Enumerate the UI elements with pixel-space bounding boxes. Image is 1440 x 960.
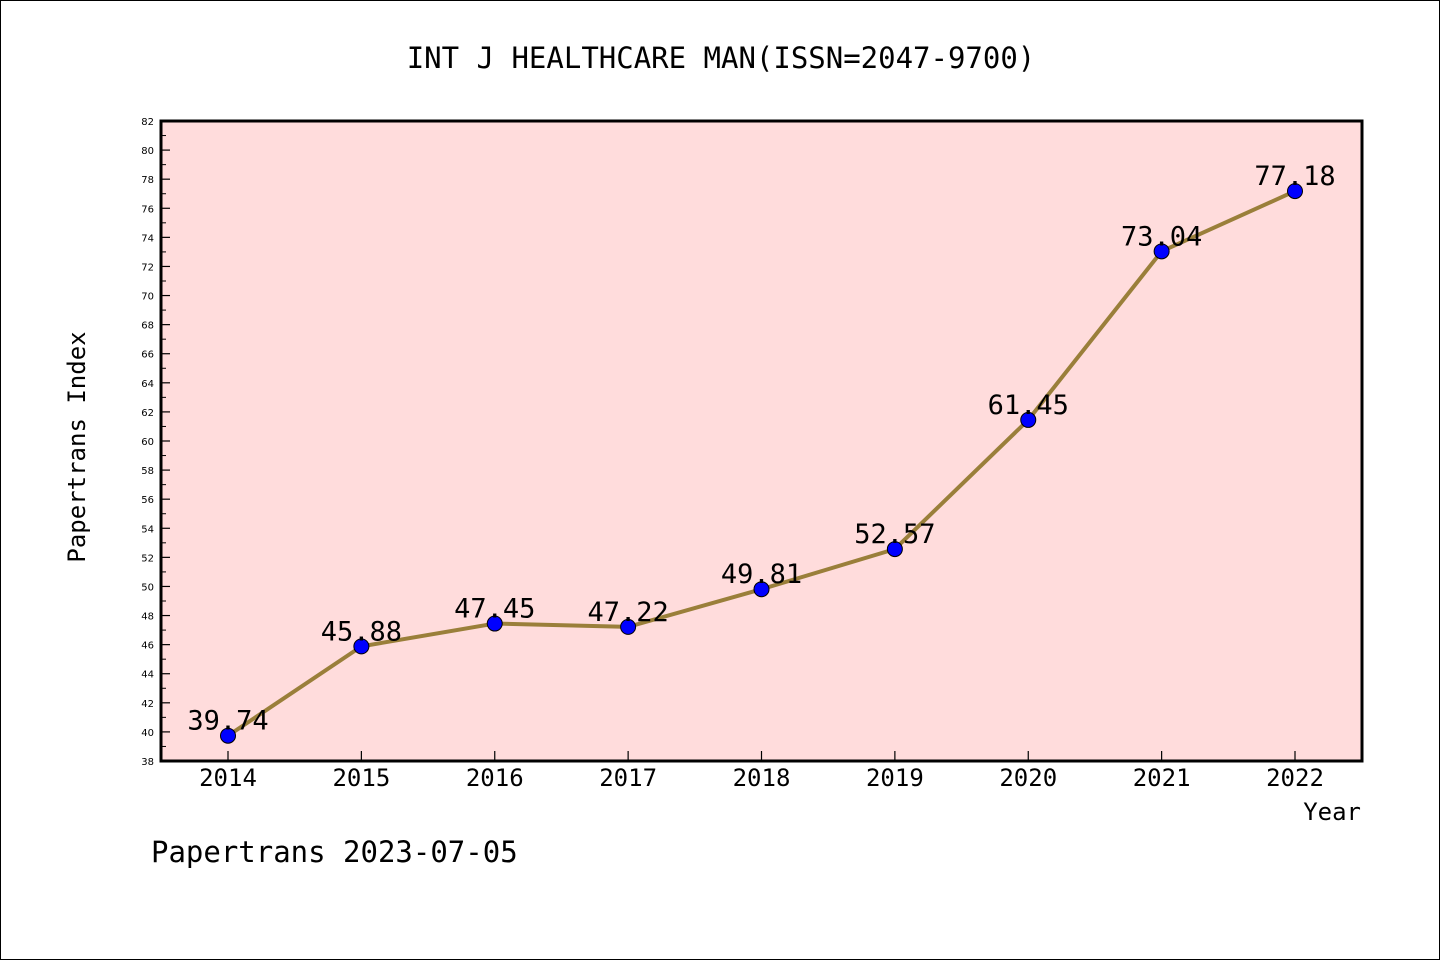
y-tick-label: 62 (141, 408, 154, 419)
y-tick-label: 66 (141, 350, 154, 361)
y-tick-label: 50 (141, 582, 154, 593)
x-tick-label: 2014 (199, 764, 257, 792)
y-tick-label: 78 (141, 175, 154, 186)
y-tick-label: 38 (141, 757, 154, 768)
data-point-marker (220, 727, 236, 744)
data-point-marker (353, 638, 370, 655)
data-label: 77.18 (1254, 161, 1335, 192)
data-label: 47.45 (454, 594, 535, 625)
y-tick-label: 68 (141, 321, 154, 332)
y-tick-label: 54 (141, 524, 154, 535)
x-tick-label: 2017 (599, 764, 657, 792)
y-tick-label: 48 (141, 612, 154, 623)
y-tick-label: 64 (141, 379, 154, 390)
y-tick-label: 58 (141, 466, 154, 477)
x-tick-label: 2019 (866, 764, 924, 792)
y-tick-label: 42 (141, 699, 154, 710)
y-tick-label: 80 (141, 146, 154, 157)
chart-title: INT J HEALTHCARE MAN(ISSN=2047-9700) (407, 41, 1036, 75)
y-tick-label: 72 (141, 262, 154, 273)
data-label: 49.81 (721, 559, 802, 590)
x-axis-label: Year (1303, 798, 1361, 826)
y-tick-label: 52 (141, 553, 154, 564)
data-label: 61.45 (988, 390, 1069, 421)
x-tick-label: 2022 (1266, 764, 1324, 792)
data-point-marker (753, 581, 770, 598)
data-label: 47.22 (587, 597, 668, 628)
x-tick-label: 2015 (332, 764, 390, 792)
x-tick-label: 2021 (1133, 764, 1191, 792)
y-tick-label: 46 (141, 641, 154, 652)
x-axis: 2014 2015 2016 2017 2018 2019 2020 2021 2022 (199, 751, 1324, 792)
y-axis: 38 40 42 44 46 48 50 52 54 56 58 60 62 64 66 68 70 72 74 76… (141, 117, 170, 768)
plot-area (159, 119, 1364, 763)
x-tick-label: 2018 (733, 764, 791, 792)
data-point-marker (620, 618, 637, 635)
y-tick-label: 82 (141, 117, 154, 128)
y-tick-label: 40 (141, 728, 154, 739)
data-point-marker (886, 541, 903, 558)
y-tick-label: 76 (141, 204, 154, 215)
y-axis-label: Papertrans Index (63, 331, 91, 562)
data-label: 73.04 (1121, 221, 1202, 252)
y-tick-label: 56 (141, 495, 154, 506)
data-label: 52.57 (854, 519, 935, 550)
markers-group (220, 183, 1303, 744)
data-point-marker (1020, 411, 1037, 428)
footer-text: Papertrans 2023-07-05 (151, 835, 518, 869)
y-tick-label: 60 (141, 437, 154, 448)
data-point-marker (486, 615, 503, 632)
y-tick-label: 70 (141, 292, 154, 303)
x-tick-label: 2020 (999, 764, 1057, 792)
y-tick-label: 74 (141, 233, 154, 244)
x-tick-label: 2016 (466, 764, 524, 792)
data-label: 39.74 (187, 706, 268, 737)
data-point-marker (1287, 183, 1303, 200)
y-tick-label: 44 (141, 670, 154, 681)
data-point-marker (1153, 243, 1170, 260)
data-labels-group: 39.74 45.88 47.45 47.22 49.81 52.57 61.45 73.04… (187, 161, 1335, 737)
data-label: 45.88 (321, 616, 402, 647)
